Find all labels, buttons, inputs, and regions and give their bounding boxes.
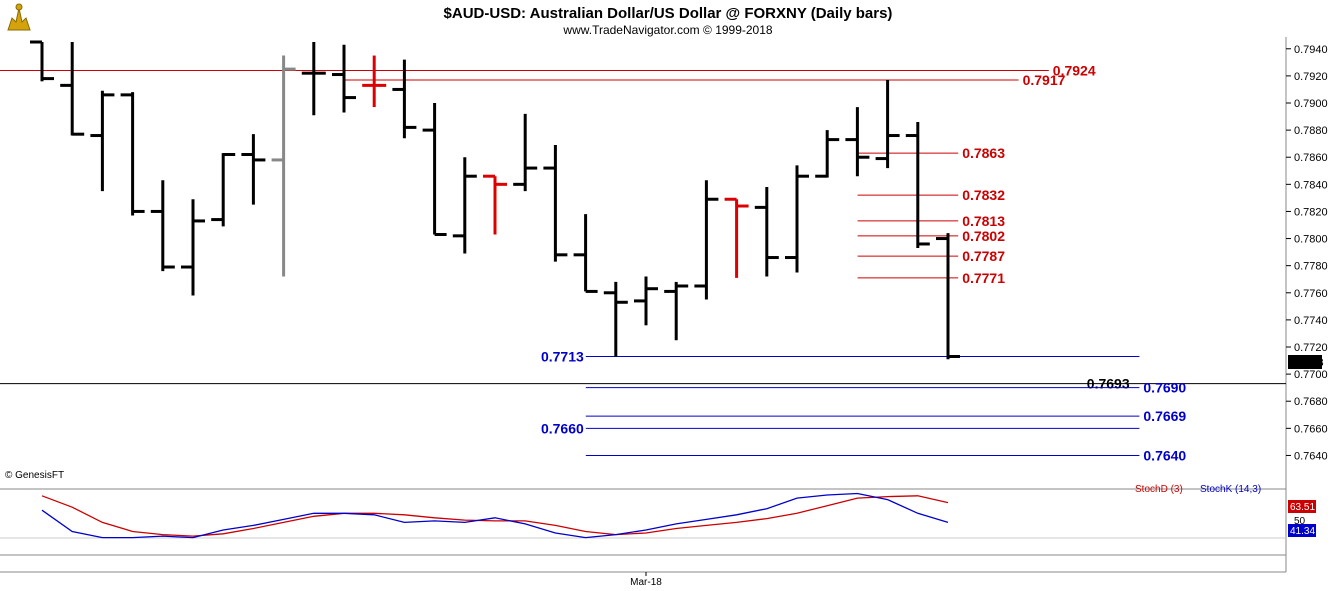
x-axis: Mar-18 <box>630 572 662 588</box>
level-label: 0.7713 <box>541 348 584 364</box>
level-label: 0.7787 <box>962 248 1005 264</box>
y-tick-label: 0.7740 <box>1294 315 1328 327</box>
y-tick-label: 0.7780 <box>1294 261 1328 273</box>
level-label: 0.7640 <box>1143 447 1186 463</box>
stoch-d-line <box>41 495 949 537</box>
y-tick-label: 0.7860 <box>1294 152 1328 164</box>
stoch-d-legend: StochD (3) <box>1135 484 1183 495</box>
stoch-k-value-box <box>1288 524 1316 537</box>
level-label: 0.7802 <box>962 228 1005 244</box>
y-tick-label: 0.7800 <box>1294 234 1328 246</box>
y-tick-label: 0.7920 <box>1294 71 1328 83</box>
chart-subtitle: www.TradeNavigator.com © 1999-2018 <box>562 23 772 37</box>
level-label: 0.7832 <box>962 187 1005 203</box>
stoch-level-label: 50 <box>1294 516 1306 527</box>
ohlc-bars <box>30 40 960 360</box>
y-tick-label: 0.7880 <box>1294 125 1328 137</box>
level-label: 0.7813 <box>962 213 1005 229</box>
price-panel <box>0 37 1286 487</box>
y-tick-label: 0.7840 <box>1294 179 1328 191</box>
y-tick-label: 0.7680 <box>1294 396 1328 408</box>
stoch-k-line <box>41 492 949 539</box>
y-tick-label: 0.7640 <box>1294 450 1328 462</box>
stoch-d-value: 63.51 <box>1290 502 1315 513</box>
y-tick-label: 0.7940 <box>1294 44 1328 56</box>
level-label: 0.7660 <box>541 420 584 436</box>
watermark-text: © GenesisFT <box>5 470 64 481</box>
level-label: 0.7917 <box>1023 72 1066 88</box>
level-label: 0.7693 <box>1087 376 1130 392</box>
level-label: 0.7690 <box>1143 380 1186 396</box>
current-price-label: 0.7713 <box>1290 357 1324 369</box>
level-label: 0.7924 <box>1053 62 1096 78</box>
y-tick-label: 0.7660 <box>1294 423 1328 435</box>
y-tick-label: 0.7700 <box>1294 369 1328 381</box>
level-label: 0.7771 <box>962 270 1005 286</box>
stoch-k-legend: StochK (14,3) <box>1200 484 1261 495</box>
stochastic-panel <box>0 492 1286 556</box>
y-tick-label: 0.7760 <box>1294 288 1328 300</box>
y-tick-label: 0.7820 <box>1294 206 1328 218</box>
y-tick-label: 0.7900 <box>1294 98 1328 110</box>
stoch-k-value: 41.34 <box>1290 526 1315 537</box>
level-label: 0.7863 <box>962 145 1005 161</box>
x-tick-label: Mar-18 <box>630 577 662 588</box>
y-axis: 0.7940 0.7920 0.7900 0.7880 0.7860 0.7840 0.78… <box>1286 44 1328 462</box>
current-price-box <box>1288 355 1322 369</box>
chart-title: $AUD-USD: Australian Dollar/US Dollar @ … <box>444 5 893 22</box>
stoch-d-value-box <box>1288 500 1316 513</box>
y-tick-label: 0.7720 <box>1294 342 1328 354</box>
level-label: 0.7669 <box>1143 408 1186 424</box>
trade-navigator-logo-icon <box>7 3 31 31</box>
